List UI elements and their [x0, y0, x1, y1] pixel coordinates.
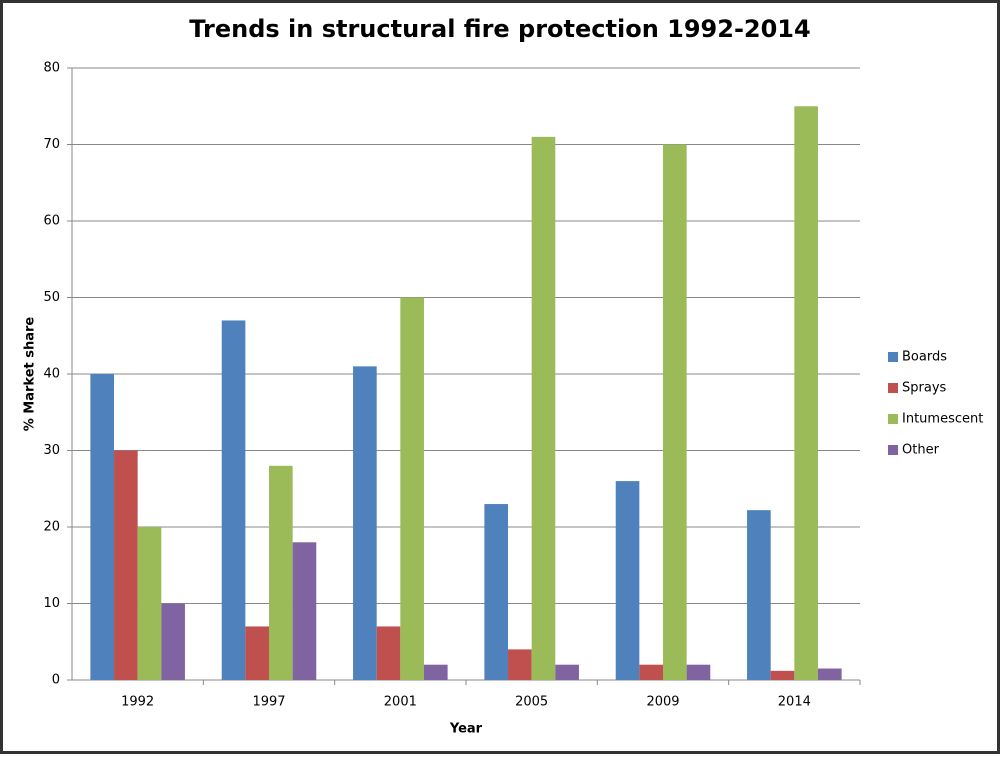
y-tick-label: 70 [43, 137, 60, 152]
legend-label: Boards [902, 350, 947, 365]
x-tick-label: 2005 [515, 695, 548, 710]
x-tick-label: 1997 [252, 695, 285, 710]
y-tick-label: 80 [43, 61, 60, 76]
y-tick-label: 20 [43, 520, 60, 535]
y-tick-label: 50 [43, 290, 60, 305]
bar [137, 527, 162, 680]
bar [269, 465, 293, 680]
y-tick-label: 40 [43, 367, 60, 382]
bar [508, 649, 532, 680]
bar [245, 626, 269, 680]
bar [639, 664, 663, 680]
bar [292, 542, 317, 680]
y-axis-label: % Market share [23, 317, 38, 432]
x-tick-label: 2009 [646, 695, 679, 710]
bar [484, 504, 509, 680]
y-tick-label: 10 [43, 596, 60, 611]
bar [747, 510, 771, 680]
bar [114, 450, 138, 680]
bar [615, 481, 640, 680]
bar [400, 297, 424, 680]
bar [423, 664, 448, 680]
legend-swatch [888, 383, 898, 393]
legend-label: Intumescent [902, 412, 983, 427]
chart-title: Trends in structural fire protection 199… [189, 15, 810, 43]
x-tick-label: 2001 [384, 695, 417, 710]
y-tick-label: 0 [52, 673, 60, 688]
bar [531, 136, 556, 681]
bar [161, 603, 185, 680]
legend-swatch [888, 414, 898, 424]
bar [353, 366, 377, 680]
x-tick-label: 1992 [121, 695, 154, 710]
x-tick-label: 2014 [778, 695, 811, 710]
bar [686, 664, 711, 680]
x-axis-label: Year [449, 722, 483, 737]
legend-swatch [888, 352, 898, 362]
legend-swatch [888, 445, 898, 455]
bar [817, 668, 842, 680]
bar [90, 374, 115, 680]
y-tick-label: 30 [43, 443, 60, 458]
bar [663, 144, 687, 680]
bar [794, 106, 818, 680]
legend-label: Sprays [902, 381, 947, 396]
bar [376, 626, 401, 680]
bar [770, 670, 795, 680]
y-tick-label: 60 [43, 214, 60, 229]
bar [555, 664, 579, 680]
legend-label: Other [902, 443, 940, 458]
bar [221, 320, 246, 680]
